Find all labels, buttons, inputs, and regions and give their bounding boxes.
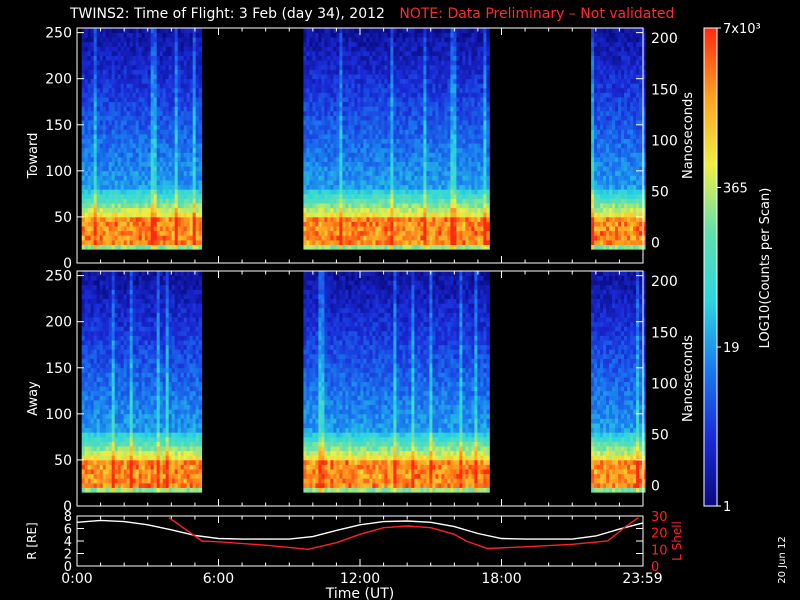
colorbar-tick-label: 365 [723,181,748,196]
orbit-ytick-label-right: 20 [651,527,668,542]
toward-interval-2 [303,28,490,250]
away-yaxis-left: 0 50 100 150 200 250 [45,269,643,515]
orbit-series-l-shell [168,517,639,551]
orbit-ytick-label-right: 0 [651,560,659,575]
preliminary-note: NOTE: Data Preliminary – Not validated [399,6,675,22]
colorbar-label: LOG10(Counts per Scan) [758,188,773,349]
away-heatmap [81,271,646,493]
x-axis-label: Time (UT) [325,586,394,600]
away-ytick-label-right: 100 [651,376,678,392]
away-ylabel: Away [26,381,41,416]
x-tick-label: 12:00 [340,571,380,587]
orbit-ytick-label: 0 [64,560,72,575]
orbit-ytick-label: 8 [64,510,72,525]
away-interval-3 [591,271,646,493]
toward-ytick-label: 0 [63,256,72,272]
toward-ylabel-right: Nanoseconds [681,92,696,179]
toward-ytick-label-right: 0 [651,236,660,252]
orbit-ytick-label: 4 [64,535,72,550]
away-ytick-label: 150 [45,361,72,377]
away-xticks [76,271,644,506]
away-ytick-label-right: 200 [651,274,678,290]
x-tick-label: 0:00 [61,571,92,587]
away-ytick-label: 0 [63,499,72,515]
orbit-frame [76,515,644,567]
toward-yaxis-right: 0 50 100 150 200 [651,31,678,251]
away-ytick-label: 200 [45,315,72,331]
toward-ytick-label-right: 50 [651,184,669,200]
orbit-series-r [76,519,644,540]
toward-xticks [76,28,644,263]
away-ytick-label-right: 50 [651,427,669,443]
toward-interval-3 [591,28,646,250]
orbit-ylabel-right: L Shell [670,521,684,561]
toward-ytick-label: 50 [54,210,72,226]
orbit-ytick-label: 6 [64,523,72,538]
away-ytick-label: 250 [45,269,72,285]
colorbar-tick-label: 7x10³ [723,22,761,37]
colorbar [703,27,718,507]
toward-yaxis-left: 0 50 100 150 200 250 [45,26,643,272]
date-stamp: 20 Jun 12 [777,536,788,583]
chart-title: TWINS2: Time of Flight: 3 Feb (day 34), … [70,6,674,22]
orbit-xticks [76,516,644,566]
toward-ytick-label-right: 100 [651,133,678,149]
colorbar-tick-label: 1 [723,500,731,515]
x-tick-label: 6:00 [203,571,234,587]
toward-ytick-label: 100 [45,164,72,180]
orbit-ytick-label-right: 10 [651,543,668,558]
away-ytick-label: 50 [54,453,72,469]
toward-ytick-label-right: 150 [651,82,678,98]
away-ytick-label: 100 [45,407,72,423]
toward-interval-1 [81,28,203,250]
away-ytick-label-right: 0 [651,479,660,495]
toward-ytick-label-right: 200 [651,31,678,47]
x-tick-label: 18:00 [481,571,521,587]
toward-ylabel: Toward [26,133,41,180]
colorbar-tick-label: 19 [723,341,740,356]
away-interval-2 [303,271,490,493]
title-text: TWINS2: Time of Flight: 3 Feb (day 34), … [70,6,385,22]
toward-ytick-label: 150 [45,118,72,134]
away-ytick-label-right: 150 [651,325,678,341]
toward-ytick-label: 250 [45,26,72,42]
x-tick-label: 23:59 [622,571,662,587]
orbit-ylabel: R [RE] [25,522,39,559]
toward-ytick-label: 200 [45,72,72,88]
orbit-ytick-label-right: 30 [651,510,668,525]
toward-heatmap [81,28,646,250]
away-interval-1 [81,271,203,493]
orbit-ytick-label: 2 [64,548,72,563]
away-ylabel-right: Nanoseconds [681,335,696,422]
away-yaxis-right: 0 50 100 150 200 [651,274,678,494]
